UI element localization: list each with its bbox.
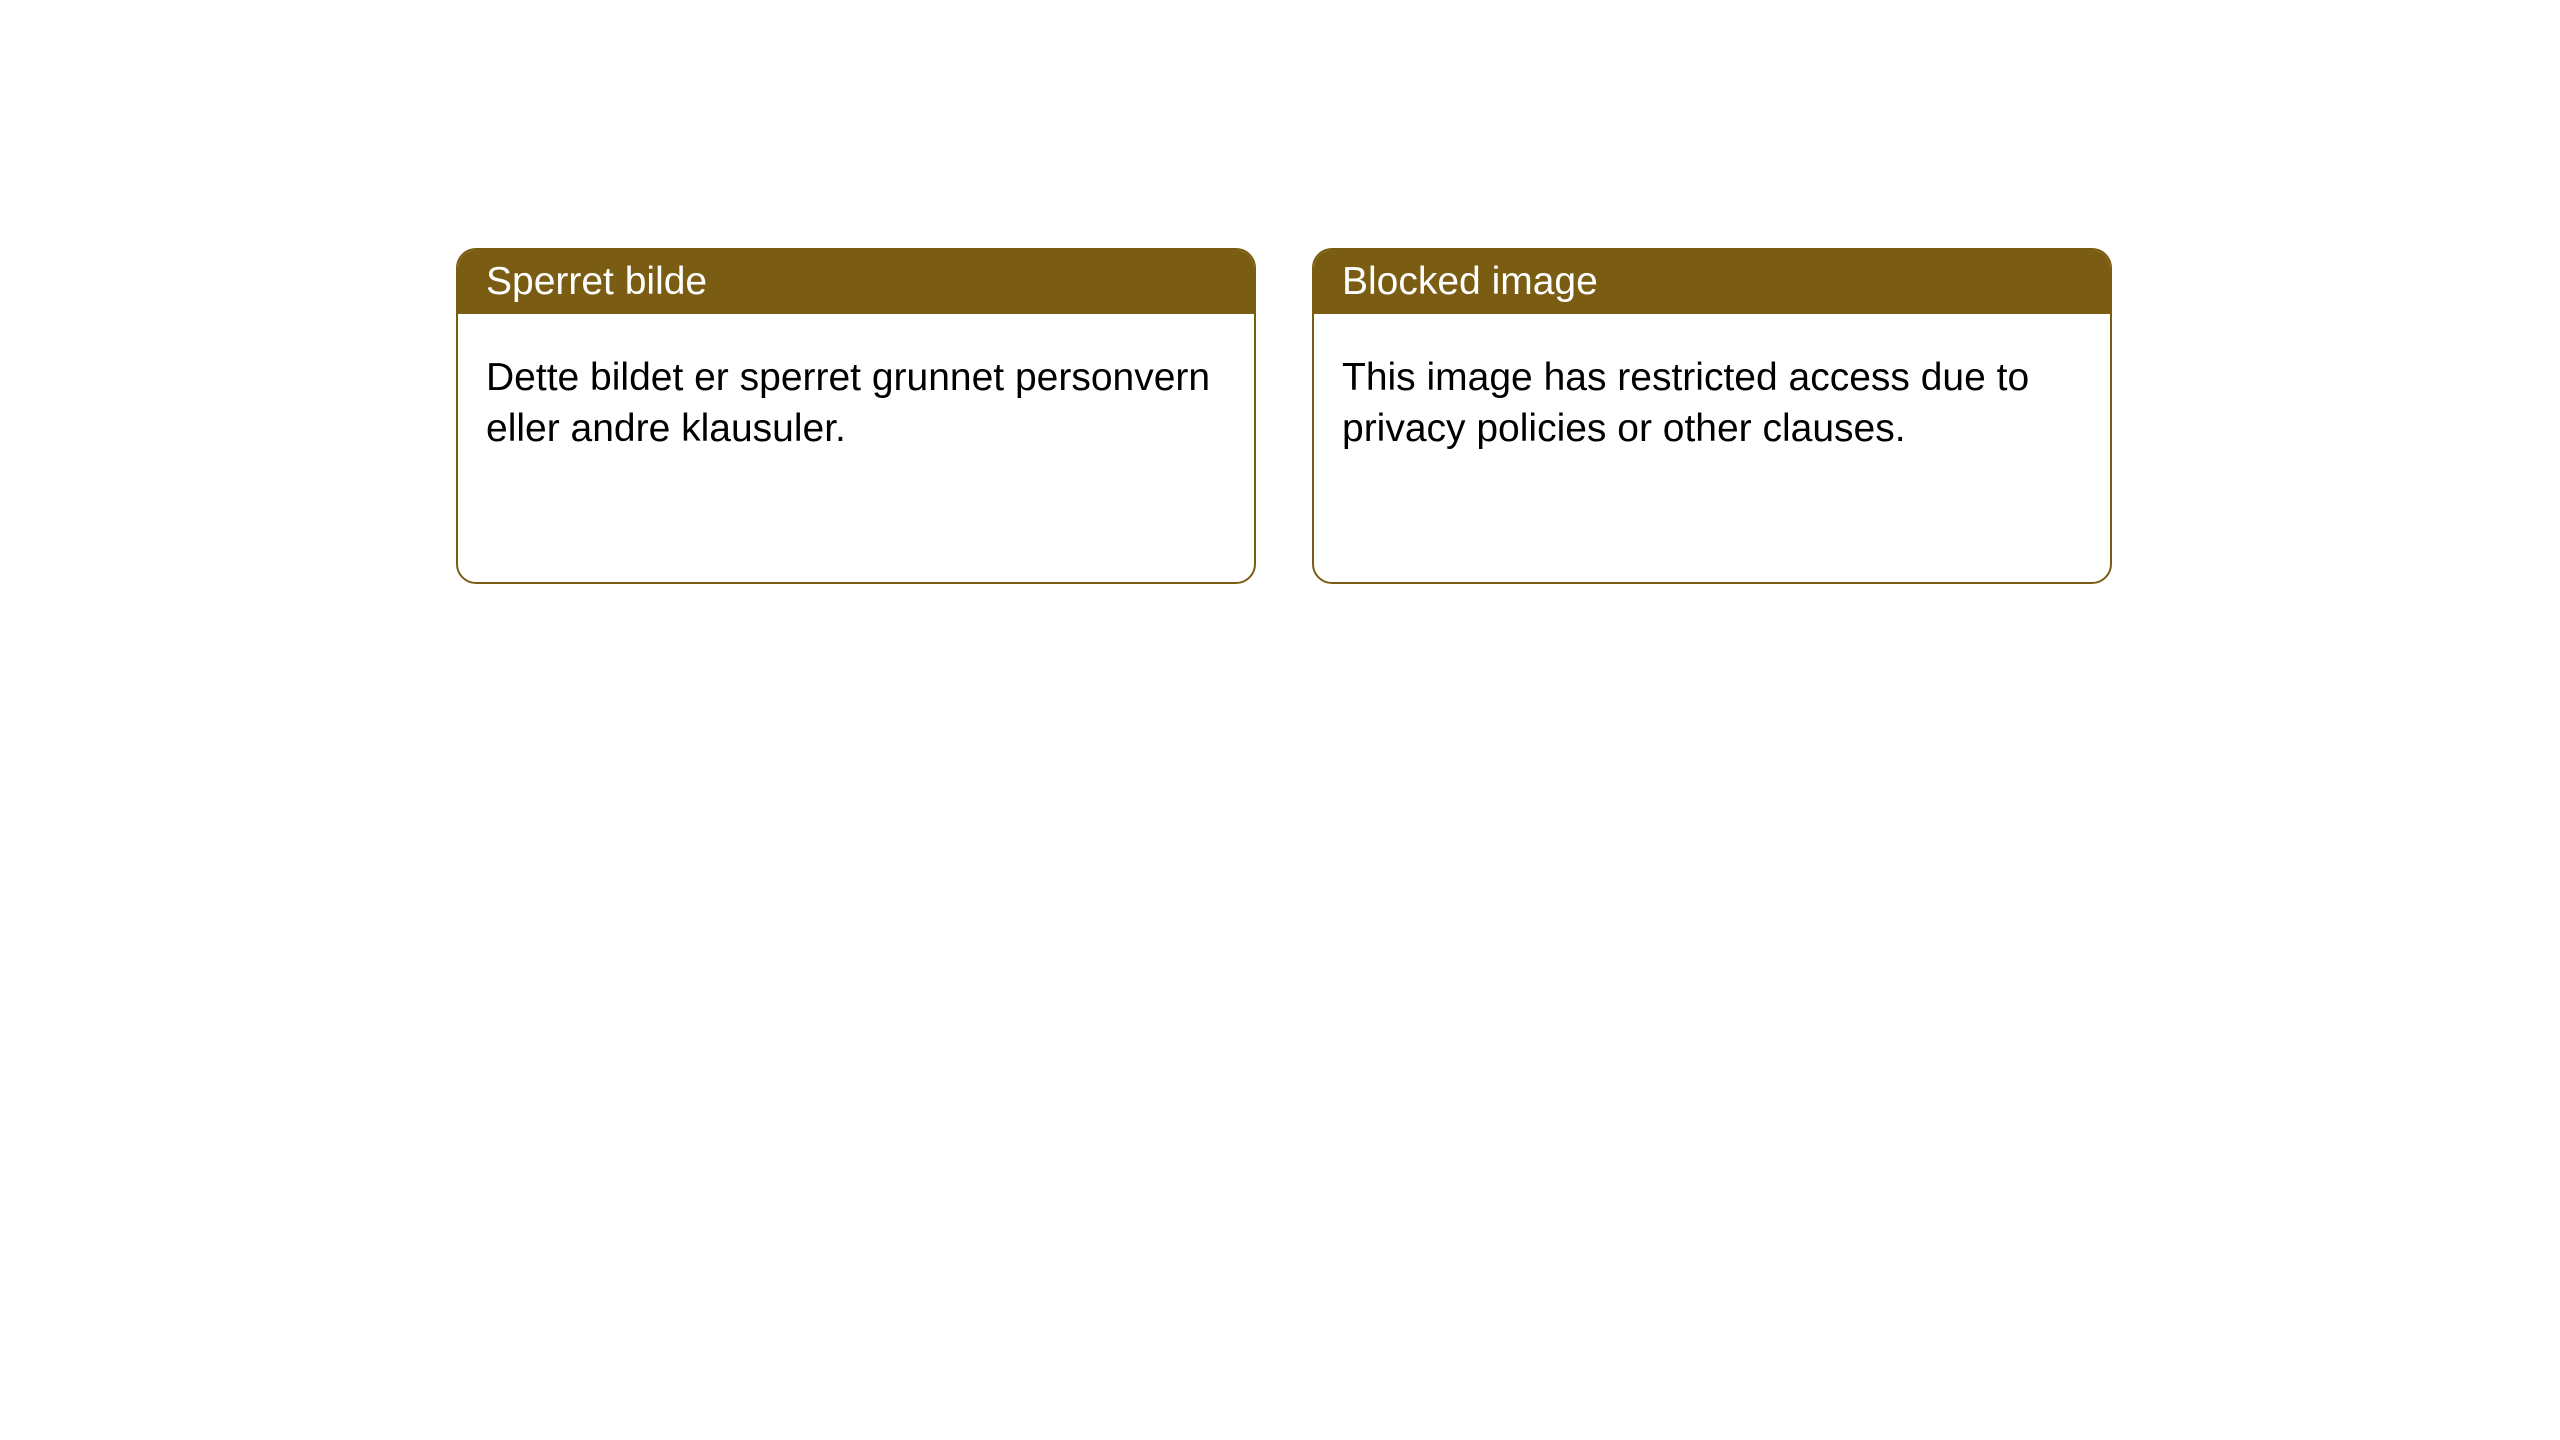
notice-box-english: Blocked image This image has restricted …	[1312, 248, 2112, 584]
notice-title: Sperret bilde	[486, 260, 707, 303]
notice-body: This image has restricted access due to …	[1314, 314, 2110, 493]
notice-body-text: This image has restricted access due to …	[1342, 356, 2029, 450]
notice-body: Dette bildet er sperret grunnet personve…	[458, 314, 1254, 493]
notice-box-norwegian: Sperret bilde Dette bildet er sperret gr…	[456, 248, 1256, 584]
notice-container: Sperret bilde Dette bildet er sperret gr…	[456, 248, 2112, 584]
notice-header: Blocked image	[1314, 250, 2110, 314]
notice-body-text: Dette bildet er sperret grunnet personve…	[486, 356, 1210, 450]
notice-title: Blocked image	[1342, 260, 1598, 303]
notice-header: Sperret bilde	[458, 250, 1254, 314]
